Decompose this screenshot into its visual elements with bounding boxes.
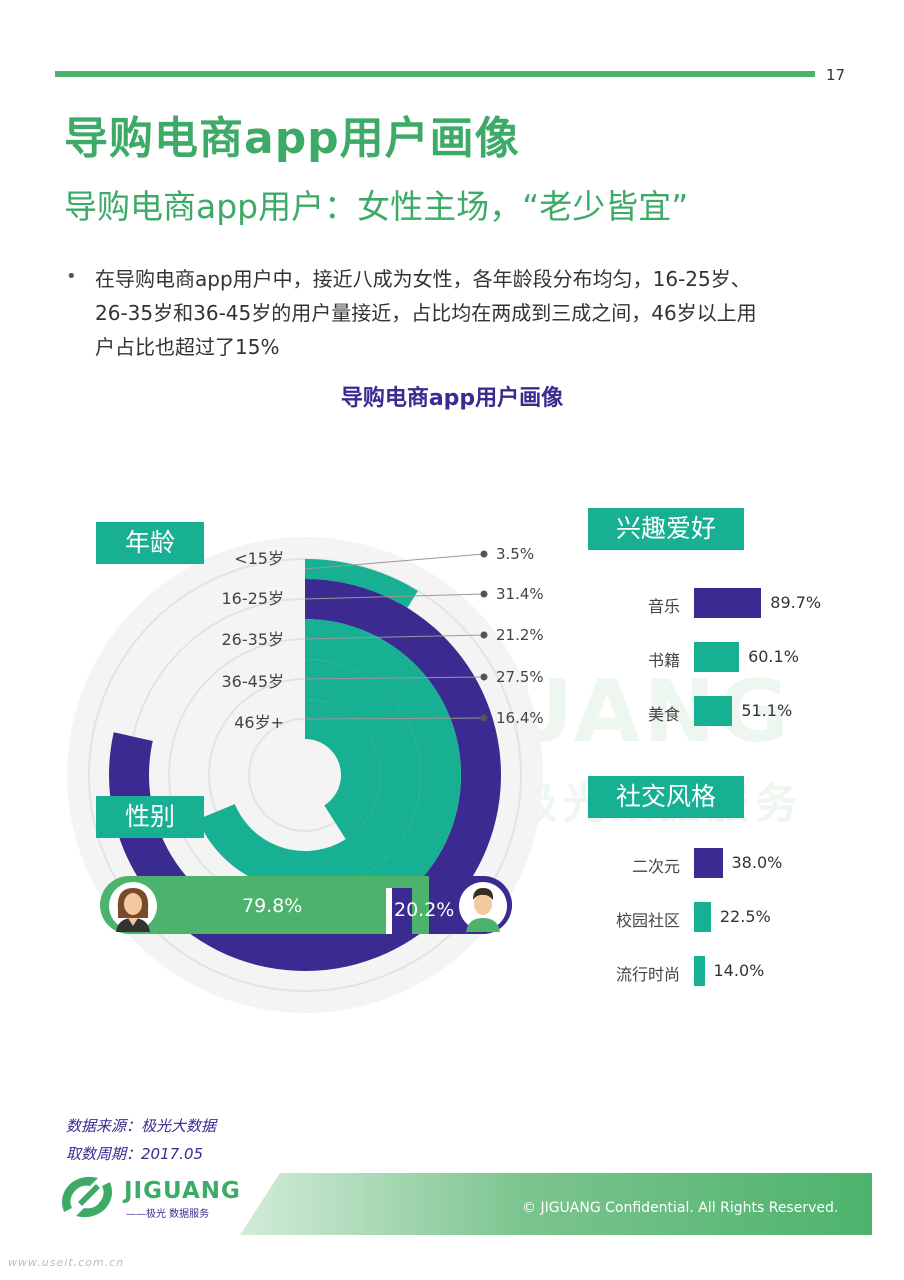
- social-label: 流行时尚: [615, 965, 680, 984]
- age-value-label: 27.5%: [496, 668, 544, 686]
- age-value-label: 3.5%: [496, 545, 535, 563]
- page-subtitle: 导购电商app用户：女性主场，“老少皆宜”: [64, 187, 689, 226]
- bullet-line: 26-35岁和36-45岁的用户量接近，占比均在两成到三成之间，46岁以上用: [95, 301, 757, 325]
- data-source: 数据来源：极光大数据: [66, 1117, 217, 1135]
- social-value: 22.5%: [719, 907, 771, 926]
- age-bar-0: [305, 559, 418, 608]
- age-leader-dot: [480, 590, 488, 598]
- jiguang-logo-icon: [62, 1176, 112, 1218]
- age-leader-dot: [480, 714, 488, 722]
- age-leader-line: [304, 553, 485, 570]
- social-value: 14.0%: [713, 961, 765, 980]
- interest-value: 51.1%: [741, 701, 793, 720]
- interest-bar: [694, 696, 733, 726]
- social-bar: [694, 956, 705, 986]
- age-bar-4: [305, 699, 381, 840]
- age-category-label: 36-45岁: [221, 672, 285, 691]
- interest-value: 60.1%: [748, 647, 799, 666]
- age-bar-2: [275, 619, 462, 931]
- gender-bar-notch: [392, 888, 412, 934]
- interest-label: 书籍: [647, 651, 680, 670]
- age-leader-line: [304, 593, 485, 600]
- bullet-line: 户占比也超过了15%: [95, 335, 280, 359]
- bullet-marker: •: [66, 266, 77, 287]
- page-title: 导购电商app用户画像: [64, 113, 520, 164]
- bullet-text: 在导购电商app用户中，接近八成为女性，各年龄段分布均匀，16-25岁、 26-…: [95, 262, 835, 364]
- social-bar: [694, 902, 711, 932]
- age-leader-line: [304, 634, 485, 640]
- age-category-label: 46岁+: [234, 713, 284, 732]
- logo-subtext: ——极光 数据服务: [126, 1209, 210, 1220]
- interest-label: 音乐: [647, 597, 680, 616]
- logo-text: JIGUANG: [124, 1178, 241, 1204]
- social-label: 校园社区: [615, 911, 680, 930]
- age-leader-dot: [480, 631, 488, 639]
- social-tag: 社交风格: [588, 776, 744, 818]
- interest-label: 美食: [647, 705, 680, 724]
- bullet-line: 在导购电商app用户中，接近八成为女性，各年龄段分布均匀，16-25岁、: [95, 267, 751, 291]
- age-value-label: 16.4%: [496, 709, 544, 727]
- page-number: 17: [826, 66, 846, 84]
- age-leader-line: [304, 676, 485, 680]
- female-value: 79.8%: [242, 895, 303, 917]
- copyright-text: © JIGUANG Confidential. All Rights Reser…: [522, 1200, 839, 1216]
- social-label: 二次元: [631, 857, 680, 876]
- social-bar: [694, 848, 723, 878]
- age-tag: 年龄: [96, 522, 204, 564]
- male-value: 20.2%: [394, 899, 455, 921]
- interest-bar: [694, 588, 762, 618]
- age-value-label: 21.2%: [496, 626, 544, 644]
- interest-bar: [694, 642, 740, 672]
- footer-band: [240, 1173, 872, 1235]
- gender-tag: 性别: [96, 796, 204, 838]
- url-watermark: www.useit.com.cn: [8, 1256, 125, 1269]
- interest-tag: 兴趣爱好: [588, 508, 744, 550]
- age-category-label: <15岁: [234, 549, 284, 568]
- female-avatar-icon: [109, 882, 157, 932]
- age-leader-dot: [480, 673, 488, 681]
- data-period: 取数周期：2017.05: [66, 1145, 204, 1163]
- top-rule: [55, 71, 815, 77]
- age-category-label: 16-25岁: [221, 589, 285, 608]
- social-value: 38.0%: [731, 853, 783, 872]
- chart-title: 导购电商app用户画像: [340, 386, 564, 411]
- age-leader-line: [304, 717, 485, 720]
- radial-leader-lines: [304, 550, 488, 722]
- age-leader-dot: [480, 550, 488, 558]
- radial-bars: [109, 559, 502, 971]
- male-avatar-icon: [459, 882, 507, 932]
- age-value-label: 31.4%: [496, 585, 544, 603]
- interest-value: 89.7%: [770, 593, 822, 612]
- age-bar-3: [197, 659, 421, 892]
- age-category-label: 26-35岁: [221, 630, 285, 649]
